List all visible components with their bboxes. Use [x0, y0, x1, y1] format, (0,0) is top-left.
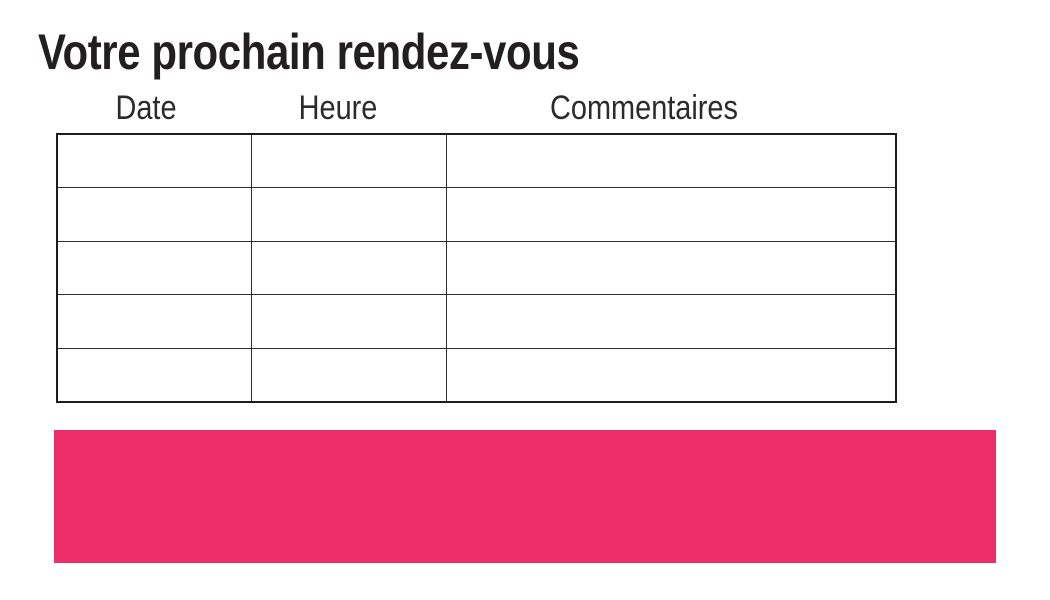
table-row — [56, 294, 897, 349]
column-header-commentaires: Commentaires — [550, 89, 738, 127]
table-cell — [56, 133, 252, 188]
table-cell — [250, 240, 447, 295]
table-row — [56, 133, 897, 188]
table-cell — [250, 294, 447, 349]
table-cell — [56, 294, 252, 349]
column-header-heure: Heure — [298, 89, 378, 127]
table-cell — [56, 347, 252, 402]
table-cell — [445, 294, 897, 349]
pink-banner — [54, 430, 996, 563]
appointments-table — [56, 133, 897, 403]
table-row — [56, 187, 897, 242]
table-cell — [250, 187, 447, 242]
table-cell — [445, 347, 897, 402]
table-cell — [56, 240, 252, 295]
column-header-date: Date — [115, 89, 177, 127]
table-cell — [445, 133, 897, 188]
table-cell — [250, 347, 447, 402]
table-row — [56, 347, 897, 402]
table-cell — [445, 187, 897, 242]
table-cell — [250, 133, 447, 188]
table-cell — [56, 187, 252, 242]
appointments-table-body — [56, 133, 897, 402]
page-title: Votre prochain rendez-vous — [38, 24, 580, 80]
table-cell — [445, 240, 897, 295]
table-row — [56, 240, 897, 295]
